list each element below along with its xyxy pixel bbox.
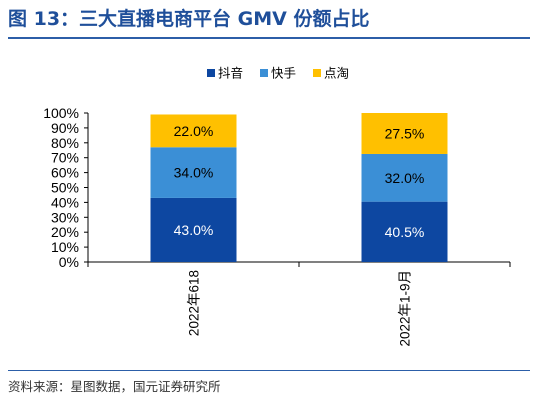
- stacked-bar-chart: 抖音 快手 点淘 0%10%20%30%40%50%60%70%80%90%100% 4…: [43, 66, 511, 347]
- legend-swatch-3: [313, 69, 321, 77]
- source-note: 资料来源：星图数据，国元证券研究所: [8, 379, 221, 394]
- data-label: 22.0%: [174, 123, 214, 139]
- bar-1-series-3: [150, 114, 237, 148]
- bar-1-series-2: [150, 147, 237, 198]
- legend-label-2: 快手: [271, 66, 296, 81]
- data-label: 27.5%: [385, 125, 425, 141]
- data-label: 43.0%: [174, 222, 214, 238]
- bar-2-series-1: [361, 201, 448, 262]
- y-tick-label: 50%: [51, 180, 79, 196]
- y-tick-label: 60%: [51, 165, 79, 181]
- legend-swatch-1: [207, 69, 215, 77]
- title-divider: [8, 37, 530, 39]
- legend-label-1: 抖音: [218, 66, 243, 81]
- y-tick-label: 0%: [59, 254, 79, 270]
- bar-1-series-1: [150, 197, 237, 262]
- data-label: 34.0%: [174, 165, 214, 181]
- y-tick-label: 10%: [51, 239, 79, 255]
- bar-2-series-2: [361, 153, 448, 202]
- legend-swatch-2: [260, 69, 268, 77]
- footer-divider: [8, 370, 530, 371]
- legend-label-3: 点淘: [324, 66, 349, 81]
- y-tick-label: 70%: [51, 150, 79, 166]
- y-tick-label: 40%: [51, 194, 79, 210]
- data-label: 40.5%: [385, 224, 425, 240]
- y-tick-label: 20%: [51, 224, 79, 240]
- data-label: 32.0%: [385, 170, 425, 186]
- chart-title: 图 13：三大直播电商平台 GMV 份额占比: [8, 8, 370, 30]
- x-category-label: 2022年1-9月: [398, 270, 413, 347]
- y-tick-label: 30%: [51, 209, 79, 225]
- y-tick-label: 90%: [51, 120, 79, 136]
- y-tick-label: 100%: [43, 105, 79, 121]
- y-tick-label: 80%: [51, 135, 79, 151]
- x-category-label: 2022年618: [187, 270, 202, 336]
- bar-2-series-3: [361, 113, 448, 154]
